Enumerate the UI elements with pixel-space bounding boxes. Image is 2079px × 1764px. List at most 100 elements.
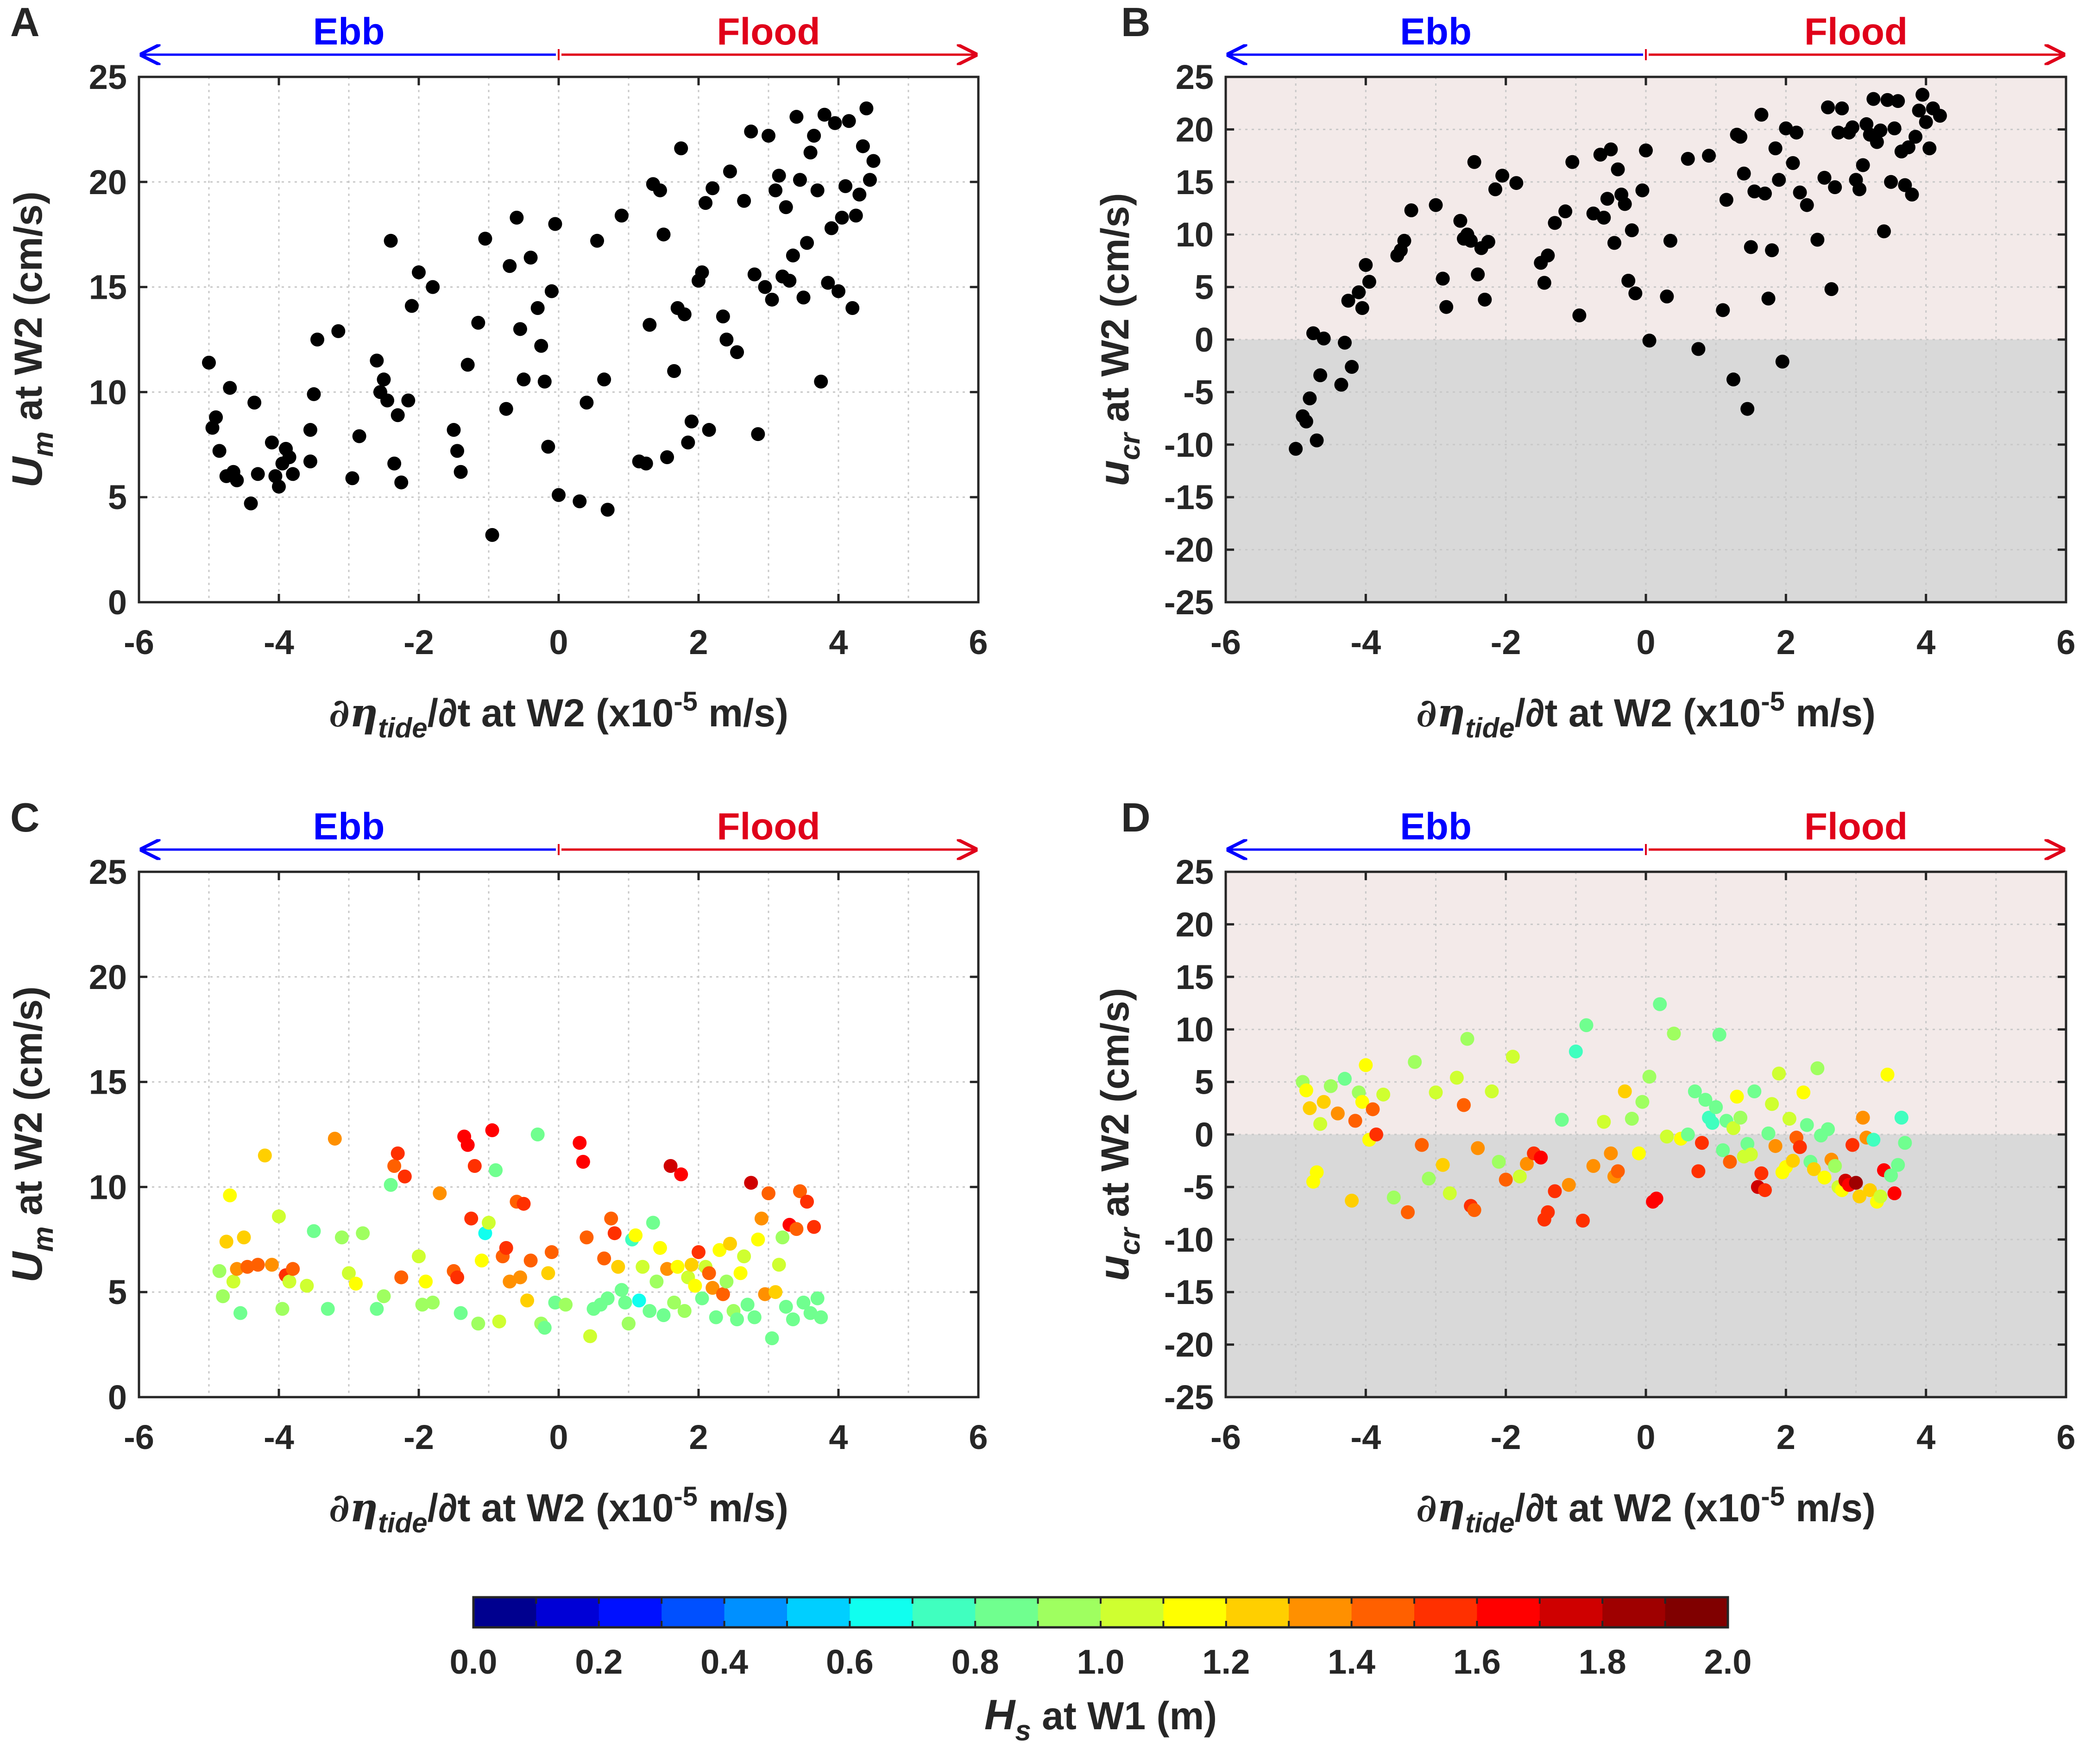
data-point xyxy=(1726,1121,1740,1135)
data-point xyxy=(1541,248,1555,263)
data-point xyxy=(1366,1102,1380,1116)
colorbar-tick-label: 0.4 xyxy=(700,1643,748,1681)
data-point xyxy=(600,1291,615,1305)
data-point xyxy=(1740,402,1755,416)
data-point xyxy=(737,1249,751,1264)
y-tick-label: -5 xyxy=(1183,373,1214,411)
data-point xyxy=(1852,182,1867,196)
data-point xyxy=(639,456,653,471)
data-point xyxy=(845,301,860,315)
data-point xyxy=(1467,1203,1481,1217)
colorbar-segment xyxy=(473,1597,536,1627)
data-point xyxy=(824,221,838,235)
x-tick-label: -6 xyxy=(1210,1418,1241,1456)
data-point xyxy=(1317,331,1331,346)
data-point xyxy=(1460,1032,1474,1046)
colorbar-tick-label: 1.4 xyxy=(1328,1643,1375,1681)
y-tick-label: -5 xyxy=(1183,1168,1214,1206)
ylabel-symbol: U xyxy=(4,1251,51,1283)
data-point xyxy=(482,1216,496,1230)
data-point xyxy=(1779,121,1793,136)
data-point xyxy=(1898,1136,1912,1150)
data-point xyxy=(1337,1071,1352,1086)
data-point xyxy=(803,145,818,160)
data-point xyxy=(580,396,594,410)
data-point xyxy=(537,374,552,389)
data-point xyxy=(1443,1186,1457,1201)
data-point xyxy=(387,456,402,471)
data-point xyxy=(1775,354,1789,369)
data-point xyxy=(807,129,821,143)
data-point xyxy=(450,444,465,458)
data-point xyxy=(552,488,566,502)
data-point xyxy=(394,475,409,490)
data-point xyxy=(1436,1158,1450,1172)
data-point xyxy=(772,169,786,183)
data-point xyxy=(1348,1114,1362,1128)
xlabel-sup: -5 xyxy=(1761,1481,1785,1512)
data-point xyxy=(576,1154,590,1169)
data-point xyxy=(1362,275,1376,289)
data-point xyxy=(1660,1129,1674,1144)
data-point xyxy=(548,1295,562,1310)
y-tick-label: 10 xyxy=(89,1168,127,1206)
data-point xyxy=(1355,301,1369,315)
data-point xyxy=(240,1260,255,1274)
x-tick-label: 4 xyxy=(829,623,848,662)
data-point xyxy=(307,387,321,401)
data-point xyxy=(646,1216,660,1230)
ebb-label: Ebb xyxy=(1400,11,1472,53)
data-point xyxy=(212,1264,227,1278)
ylabel-rest: at W2 (cm/s) xyxy=(6,191,50,431)
y-tick-label: 20 xyxy=(1176,905,1214,944)
data-point xyxy=(517,1197,531,1211)
data-point xyxy=(663,1159,678,1173)
xlabel-mid: /∂t at W2 (x10 xyxy=(1515,1486,1761,1530)
data-point xyxy=(541,1266,555,1280)
data-point xyxy=(328,1132,342,1146)
ylabel-sub: m xyxy=(27,431,59,457)
data-point xyxy=(744,124,758,139)
data-point xyxy=(597,372,611,387)
data-point xyxy=(1642,334,1657,348)
data-point xyxy=(391,1146,405,1160)
data-point xyxy=(1323,1079,1338,1093)
ylabel-sub: m xyxy=(27,1226,59,1252)
data-point xyxy=(600,503,615,517)
colorbar-tick-label: 0.6 xyxy=(826,1643,874,1681)
colorbar-tick-label: 1.0 xyxy=(1077,1643,1125,1681)
xlabel-lead: ∂η xyxy=(1416,1485,1465,1531)
data-point xyxy=(489,1163,503,1178)
data-point xyxy=(272,479,286,494)
data-point xyxy=(1667,1027,1681,1041)
data-point xyxy=(1761,291,1776,306)
data-point xyxy=(684,414,699,428)
data-point xyxy=(464,1211,479,1226)
data-point xyxy=(1471,267,1485,282)
data-point xyxy=(765,292,779,307)
y-axis-label: ucr at W2 (cm/s) xyxy=(1090,193,1146,486)
data-point xyxy=(1569,1044,1583,1058)
data-point xyxy=(503,259,517,273)
data-point xyxy=(1313,368,1328,383)
data-point xyxy=(618,1295,632,1310)
data-point xyxy=(384,233,398,248)
colorbar-label-rest: at W1 (m) xyxy=(1031,1694,1217,1738)
colorbar: 0.0 0.2 0.4 0.6 0.8 1.0 1.2 1.4 1.6 1.8 2.0 Hs at W… xyxy=(450,1596,1751,1747)
flood-label: Flood xyxy=(717,806,820,848)
data-point xyxy=(1562,1178,1576,1192)
data-point xyxy=(478,1226,492,1241)
data-point xyxy=(1310,1165,1324,1179)
x-tick-label: -6 xyxy=(124,623,154,662)
data-point xyxy=(1618,197,1632,211)
data-point xyxy=(1772,173,1786,187)
data-point xyxy=(349,1277,363,1291)
data-point xyxy=(769,1285,783,1299)
data-point xyxy=(1835,101,1849,116)
data-point xyxy=(695,265,709,279)
data-point xyxy=(723,1236,737,1251)
data-point xyxy=(492,1314,506,1329)
data-point xyxy=(1873,1189,1888,1203)
data-point xyxy=(530,1128,545,1141)
